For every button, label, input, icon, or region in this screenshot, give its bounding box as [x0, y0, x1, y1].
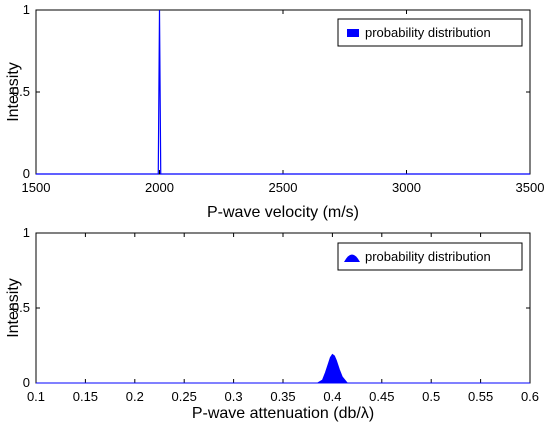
- y-axis-label: Intensity: [5, 278, 22, 338]
- x-tick-label: 0.15: [73, 389, 98, 404]
- legend-box: [337, 18, 523, 47]
- legend-label: probability distribution: [365, 249, 491, 264]
- x-tick-label: 0.45: [369, 389, 394, 404]
- x-tick-label: 0.1: [27, 389, 45, 404]
- x-axis-label: P-wave attenuation (db/λ): [192, 405, 374, 422]
- legend-swatch: [344, 254, 360, 262]
- y-axis-label: Intensity: [5, 62, 22, 122]
- x-tick-label: 3500: [516, 180, 545, 195]
- x-tick-label: 0.6: [521, 389, 539, 404]
- series-area: [36, 353, 530, 384]
- x-tick-label: 3000: [392, 180, 421, 195]
- x-tick-label: 0.2: [126, 389, 144, 404]
- x-tick-label: 0.35: [270, 389, 295, 404]
- x-axis-label: P-wave velocity (m/s): [207, 204, 359, 221]
- x-tick-label: 0.25: [172, 389, 197, 404]
- legend-swatch: [347, 29, 359, 37]
- legend-label: probability distribution: [365, 25, 491, 40]
- velocity-chart-panel: 1500 2000 2500 3000 3500 0 0.5 1 P-wave velocity…: [5, 2, 544, 221]
- y-tick-label: 0.5: [12, 300, 30, 315]
- legend-box: [337, 242, 523, 271]
- attenuation-chart-panel: 0.1 0.15 0.2 0.25 0.3 0.35 0.4 0.45 0.5 0.55 0.6 0 0…: [5, 225, 539, 422]
- y-tick-label: 0.5: [12, 84, 30, 99]
- y-tick-label: 1: [23, 225, 30, 240]
- x-tick-label: 0.5: [422, 389, 440, 404]
- series-line: [36, 9, 530, 175]
- x-tick-label: 0.3: [225, 389, 243, 404]
- y-tick-label: 0: [23, 166, 30, 181]
- x-tick-label: 2000: [145, 180, 174, 195]
- x-tick-label: 2500: [269, 180, 298, 195]
- x-tick-label: 1500: [22, 180, 51, 195]
- x-tick-label: 0.55: [468, 389, 493, 404]
- x-tick-label: 0.4: [323, 389, 341, 404]
- y-tick-label: 1: [23, 2, 30, 17]
- y-tick-label: 0: [23, 375, 30, 390]
